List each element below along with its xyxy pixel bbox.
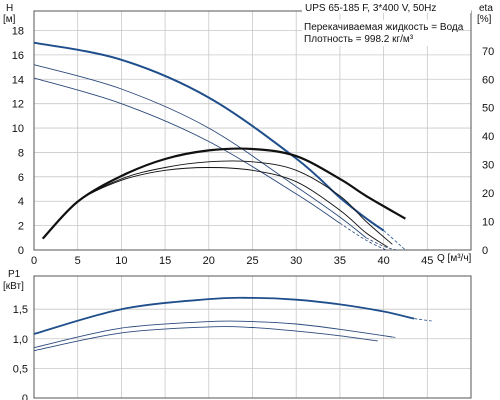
x-tick-label: 25	[246, 255, 258, 267]
head-curve-3	[33, 77, 341, 224]
efficiency-axis-unit: [%]	[477, 14, 492, 25]
power-tick-label: 0	[22, 393, 28, 400]
head-curve-3-extension	[339, 222, 387, 251]
chart-title: UPS 65-185 F, 3*400 V, 50Hz	[305, 3, 436, 14]
x-tick-label: 20	[203, 255, 215, 267]
head-tick-label: 0	[18, 245, 24, 257]
efficiency-tick-label: 20	[482, 188, 494, 200]
power-curve-2	[33, 320, 393, 349]
power-tick-label: 1,0	[13, 334, 28, 346]
power-axis-unit: [кВт]	[3, 281, 24, 292]
head-axis-unit: [м]	[3, 14, 16, 25]
power-curve-2-extension	[392, 336, 397, 338]
head-tick-label: 2	[18, 221, 24, 233]
power-panel-ticks: 0 0,5 1,0 1,5	[13, 304, 28, 400]
power-curve-3-extension	[374, 340, 380, 342]
head-axis-label: H	[6, 3, 13, 14]
efficiency-tick-label: 50	[482, 103, 494, 115]
x-tick-label: 35	[334, 255, 346, 267]
head-curve-1	[33, 41, 385, 232]
efficiency-tick-label: 60	[482, 74, 494, 86]
power-curve-1	[33, 296, 415, 335]
x-tick-label: 15	[159, 255, 171, 267]
head-panel-series	[33, 41, 406, 251]
power-panel-series	[33, 296, 432, 352]
head-tick-label: 6	[18, 172, 24, 184]
head-curve-2	[33, 64, 367, 239]
efficiency-tick-label: 70	[482, 46, 494, 58]
power-tick-label: 1,5	[13, 304, 28, 316]
head-panel-grid	[34, 11, 471, 250]
efficiency-axis-label: eta	[479, 3, 493, 14]
efficiency-tick-label: 40	[482, 131, 494, 143]
power-curve-3	[33, 326, 375, 352]
efficiency-curve-6	[42, 167, 389, 248]
fluid-note: Перекачиваемая жидкость = Вода	[304, 22, 464, 33]
power-panel-frame	[33, 275, 472, 399]
head-tick-label: 14	[12, 74, 24, 86]
x-tick-label: 40	[377, 255, 389, 267]
head-tick-label: 4	[18, 196, 24, 208]
head-tick-label: 10	[12, 123, 24, 135]
head-tick-label: 8	[18, 147, 24, 159]
head-curve-2-extension	[365, 237, 397, 251]
efficiency-tick-label: 0	[482, 245, 488, 257]
head-panel-frame	[33, 10, 472, 251]
x-tick-label: 0	[31, 255, 37, 267]
efficiency-tick-label: 30	[482, 160, 494, 172]
title-box	[302, 1, 471, 13]
x-tick-label: 30	[290, 255, 302, 267]
x-tick-label: 10	[115, 255, 127, 267]
efficiency-tick-label: 10	[482, 217, 494, 229]
head-tick-label: 16	[12, 50, 24, 62]
efficiency-curve-4	[41, 147, 406, 240]
power-curve-1-extension	[414, 318, 432, 322]
head-curve-1-extension	[383, 230, 406, 251]
x-tick-label: 45	[421, 255, 433, 267]
x-tick-label: 5	[75, 255, 81, 267]
head-tick-label: 18	[12, 26, 24, 38]
head-tick-label: 12	[12, 99, 24, 111]
power-axis-label: P1	[8, 269, 21, 280]
flow-axis-label: Q [м³/ч]	[437, 253, 472, 264]
notes-box	[302, 20, 452, 46]
efficiency-curve-5	[42, 160, 393, 245]
density-note: Плотность = 998.2 кг/м³	[304, 34, 414, 45]
power-tick-label: 0,5	[13, 363, 28, 375]
head-panel-ticks: 0 5 10 15 20 25 30 35 40 45 0 2 4 6 8 10 12 14 16 18 0 10 20 30…	[12, 26, 495, 267]
